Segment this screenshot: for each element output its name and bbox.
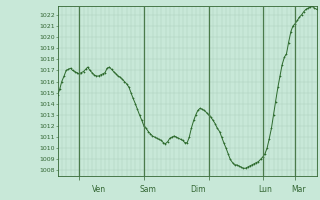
Text: Mar: Mar	[291, 185, 306, 194]
Text: Dim: Dim	[190, 185, 205, 194]
Text: Sam: Sam	[140, 185, 157, 194]
Text: Lun: Lun	[258, 185, 272, 194]
Text: Ven: Ven	[92, 185, 106, 194]
